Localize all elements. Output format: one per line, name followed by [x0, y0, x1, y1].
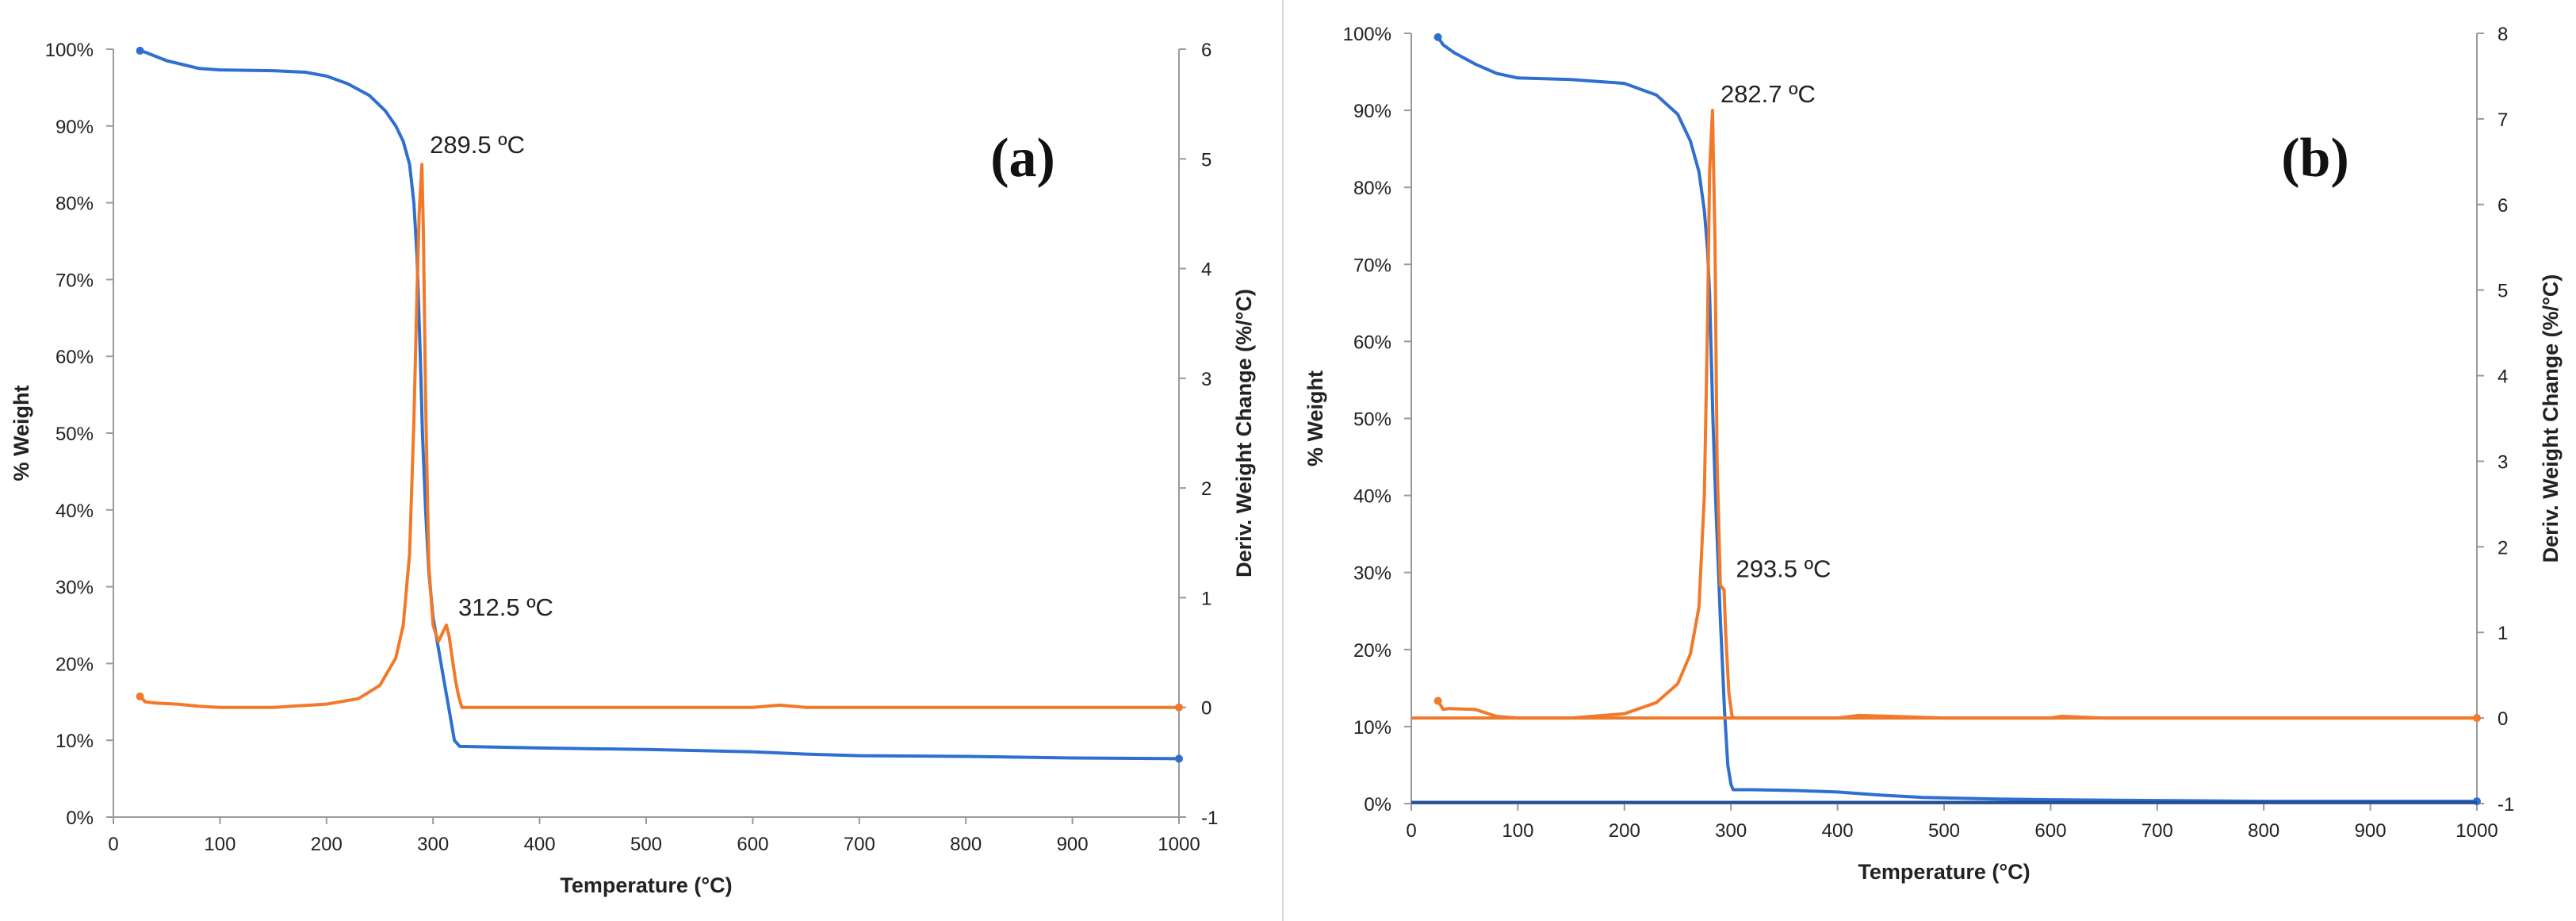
x-tick-label: 300 [1715, 820, 1747, 842]
peak-annotation: 293.5 ºC [1736, 555, 1831, 582]
y-right-tick-label: 0 [2498, 708, 2508, 730]
panel-label: (b) [2281, 128, 2349, 189]
y-right-tick-label: 3 [1201, 369, 1211, 390]
x-tick-label: 900 [2355, 820, 2387, 842]
series-start-point [1433, 697, 1442, 705]
y-right-tick-label: 8 [2498, 24, 2508, 45]
y-right-tick-label: 1 [2498, 623, 2508, 644]
y-left-tick-label: 20% [56, 654, 94, 675]
series-start-point [1433, 33, 1442, 41]
y-left-tick-label: 40% [56, 501, 94, 522]
y-right-tick-label: 5 [1201, 149, 1211, 171]
y-right-tick-label: 2 [2498, 537, 2508, 558]
y-left-tick-label: 100% [45, 40, 94, 61]
x-tick-label: 0 [1406, 820, 1416, 842]
y-left-tick-label: 30% [1353, 563, 1391, 585]
peak-annotation: 282.7 ºC [1721, 80, 1816, 108]
y-left-tick-label: 10% [1353, 717, 1391, 739]
x-tick-label: 100 [204, 834, 235, 855]
y-right-tick-label: 4 [1201, 259, 1211, 281]
y-left-tick-label: 0% [1364, 794, 1391, 815]
x-tick-label: 200 [311, 834, 343, 855]
y-right-tick-label: 5 [2498, 281, 2508, 302]
y-right-tick-label: 0 [1201, 698, 1211, 720]
y-left-tick-label: 50% [56, 424, 94, 445]
x-tick-label: 0 [108, 834, 118, 855]
x-tick-label: 700 [844, 834, 875, 855]
y-axis-left-title: % Weight [10, 385, 33, 481]
y-right-tick-label: 3 [2498, 451, 2508, 473]
y-left-tick-label: 90% [1353, 101, 1391, 122]
y-left-tick-label: 0% [66, 808, 94, 829]
y-left-tick-label: 90% [56, 117, 94, 138]
x-tick-label: 400 [524, 834, 556, 855]
series-end-point [1175, 754, 1183, 763]
y-right-tick-label: -1 [2498, 794, 2514, 815]
x-tick-label: 400 [1822, 820, 1854, 842]
peak-annotation: 312.5 ºC [458, 593, 553, 621]
y-right-tick-label: 2 [1201, 478, 1211, 500]
y-left-tick-label: 60% [1353, 332, 1391, 353]
series-start-point [136, 46, 144, 55]
weight-series-line [140, 48, 1180, 761]
panel-label: (a) [990, 128, 1055, 189]
y-left-tick-label: 20% [1353, 640, 1391, 662]
x-tick-label: 600 [2034, 820, 2066, 842]
x-tick-label: 500 [630, 834, 662, 855]
x-tick-label: 1000 [1158, 834, 1200, 855]
x-tick-label: 300 [417, 834, 449, 855]
series-end-point [1175, 703, 1183, 712]
y-right-tick-label: 6 [2498, 195, 2508, 217]
x-tick-label: 500 [1928, 820, 1960, 842]
x-tick-label: 900 [1057, 834, 1089, 855]
peak-annotation: 289.5 ºC [430, 131, 525, 159]
y-left-tick-label: 30% [56, 578, 94, 599]
y-left-tick-label: 60% [56, 347, 94, 368]
y-axis-right-title: Deriv. Weight Change (%/°C) [2539, 274, 2563, 563]
x-axis-title: Temperature (°C) [1858, 860, 2030, 884]
y-right-tick-label: 7 [2498, 109, 2508, 131]
y-right-tick-label: 1 [1201, 588, 1211, 609]
x-tick-label: 800 [950, 834, 982, 855]
y-left-tick-label: 80% [56, 194, 94, 215]
y-right-tick-label: -1 [1201, 808, 1218, 829]
x-tick-label: 100 [1502, 820, 1533, 842]
y-left-tick-label: 100% [1343, 24, 1391, 45]
series-start-point [136, 692, 144, 700]
deriv-series-line [1436, 109, 2477, 720]
y-left-tick-label: 40% [1353, 486, 1391, 508]
y-left-tick-label: 10% [56, 731, 94, 752]
y-left-tick-label: 80% [1353, 178, 1391, 199]
y-left-tick-label: 70% [56, 270, 94, 291]
chart-panel-b: 0 100 200 300 400 500 600 700 800 900 10000%10%20%… [1303, 24, 2563, 884]
x-tick-label: 200 [1609, 820, 1640, 842]
x-tick-label: 1000 [2455, 820, 2498, 842]
x-axis-title: Temperature (°C) [560, 873, 732, 897]
y-right-tick-label: 4 [2498, 366, 2508, 388]
x-tick-label: 700 [2142, 820, 2173, 842]
y-right-tick-label: 6 [1201, 40, 1211, 61]
x-tick-label: 600 [737, 834, 768, 855]
y-left-tick-label: 50% [1353, 409, 1391, 431]
y-axis-left-title: % Weight [1303, 370, 1327, 466]
y-axis-right-title: Deriv. Weight Change (%/°C) [1232, 289, 1256, 578]
deriv-series-line [139, 163, 1179, 709]
weight-series-line [1436, 36, 2477, 804]
chart-panel-a: 0 100 200 300 400 500 600 700 800 900 10000%10%20%… [10, 40, 1256, 897]
y-left-tick-label: 70% [1353, 255, 1391, 276]
x-tick-label: 800 [2248, 820, 2279, 842]
